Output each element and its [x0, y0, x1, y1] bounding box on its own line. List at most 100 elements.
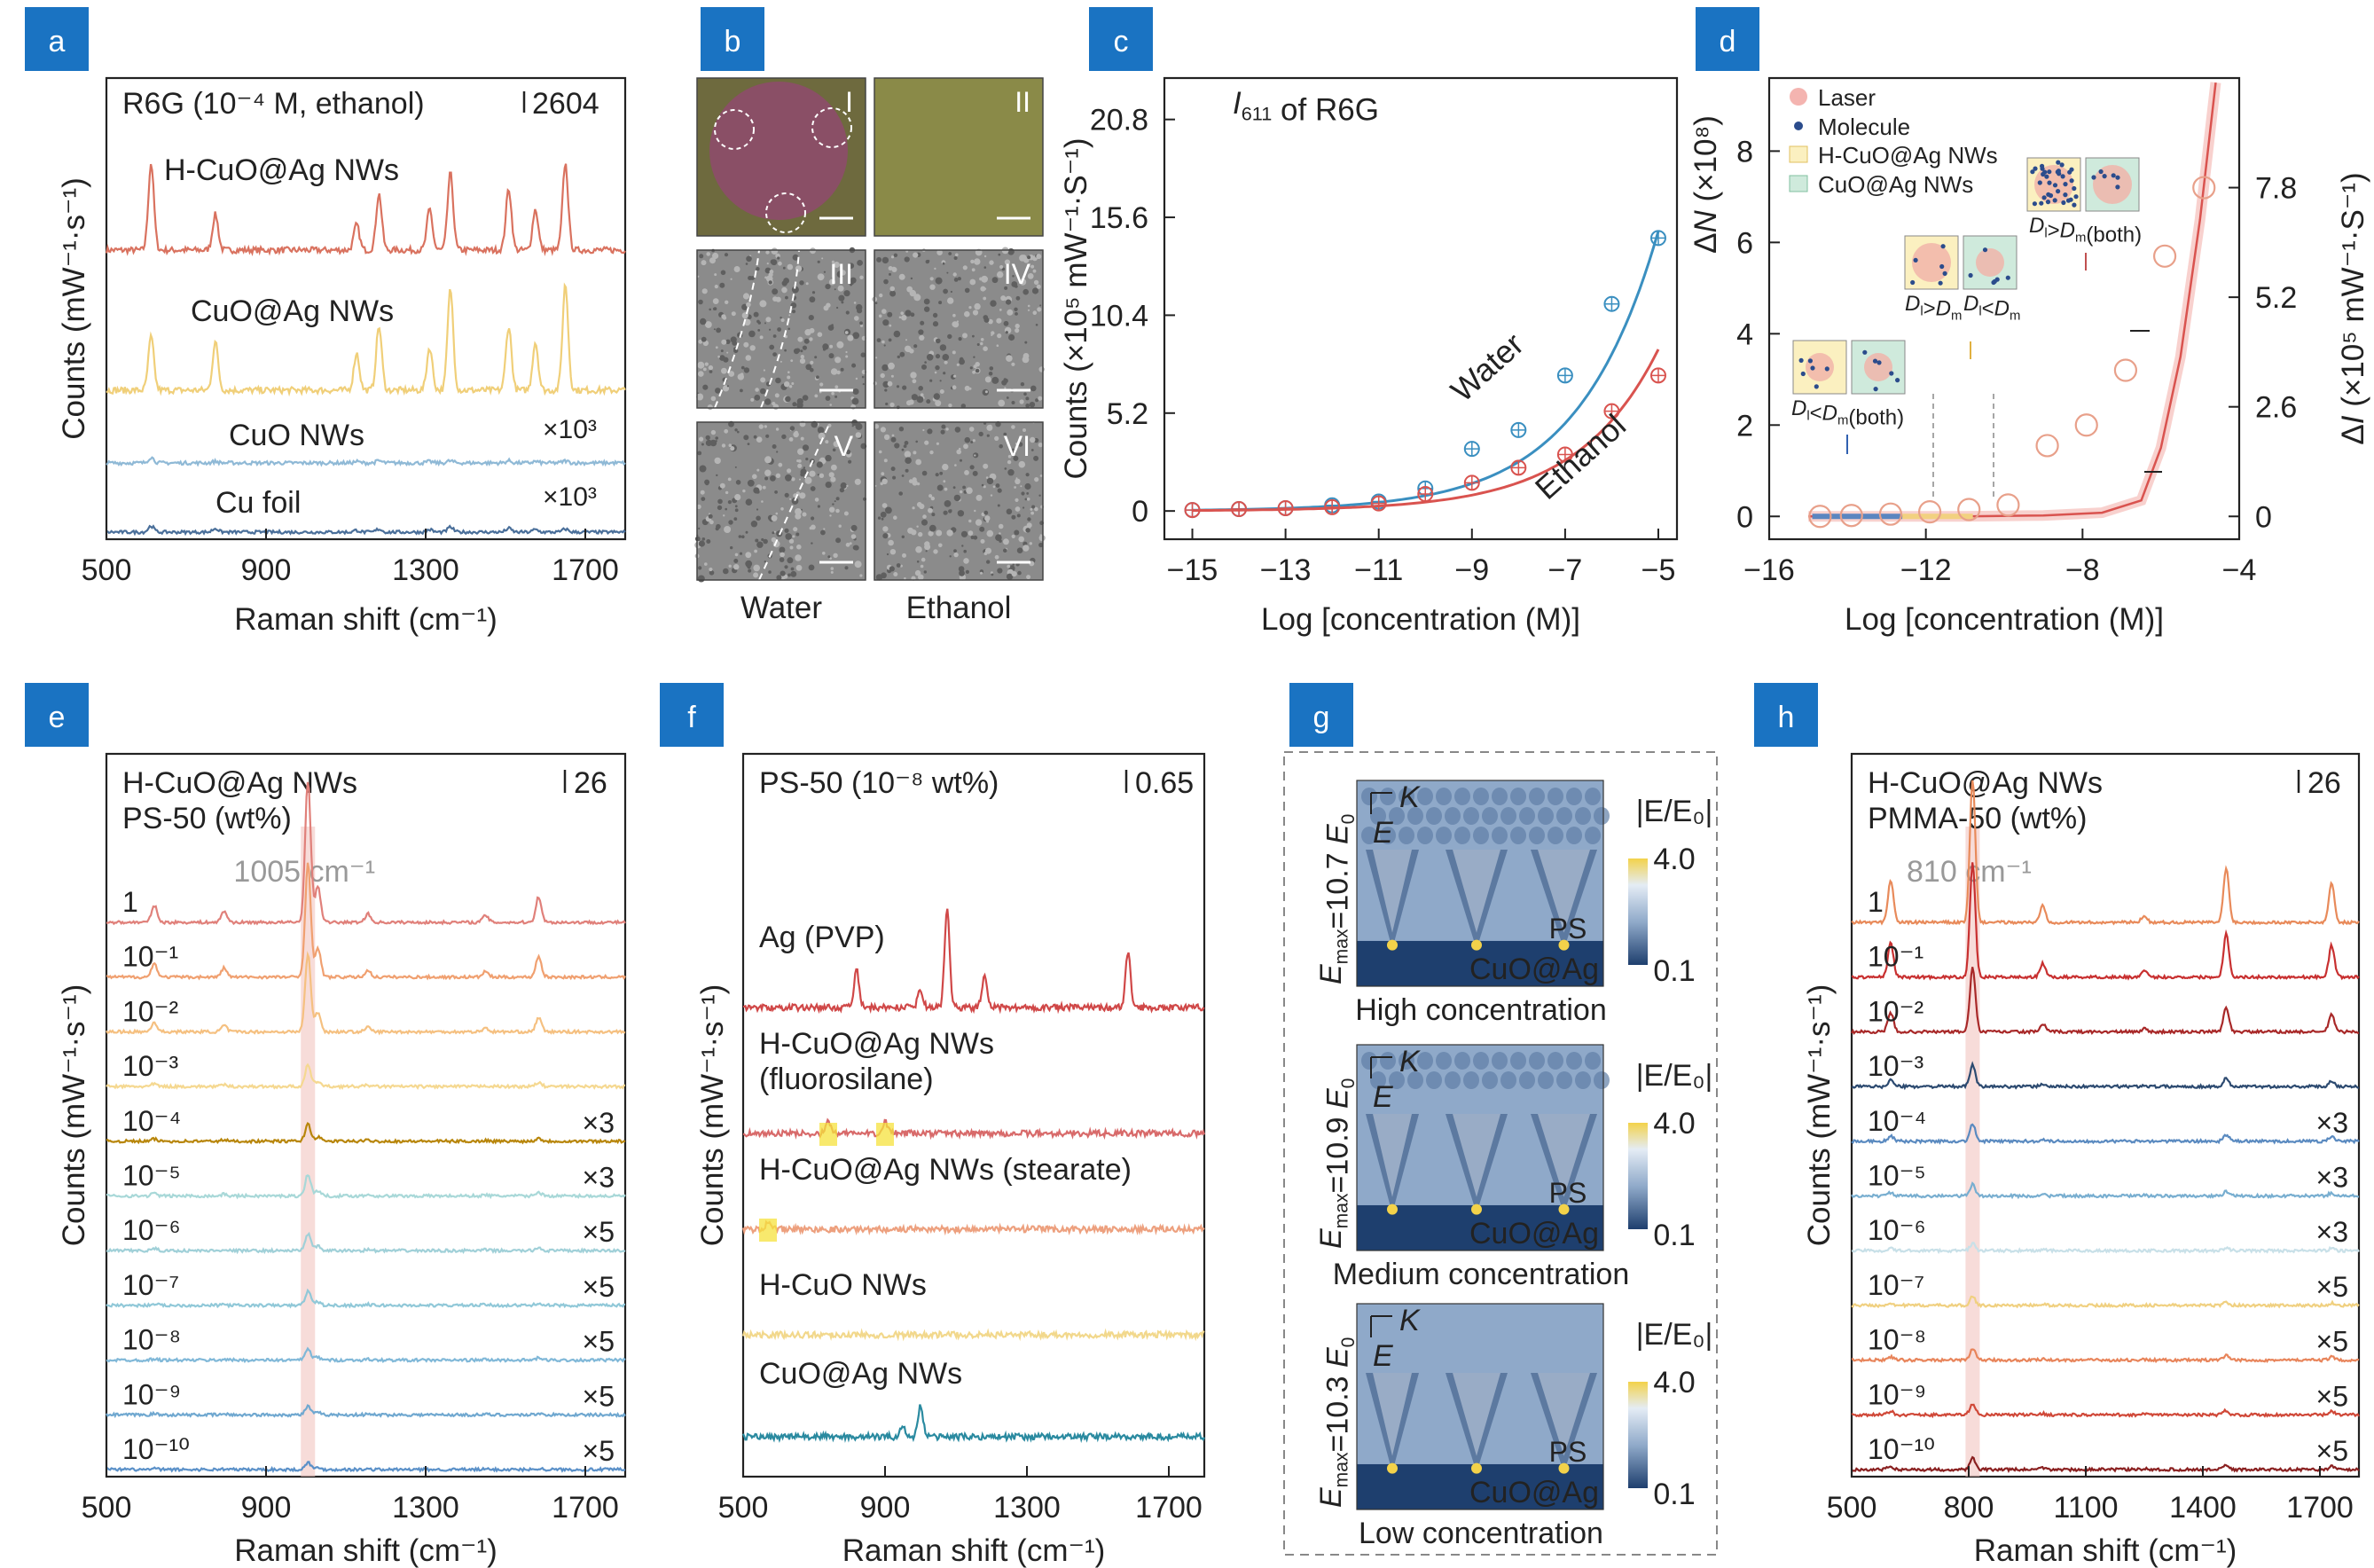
panel-f-series-label: H-CuO@Ag NWs (stearate)	[759, 1153, 1132, 1187]
panel-g-map: KE PS CuO@Ag	[1356, 1044, 1610, 1251]
texture-dot	[924, 306, 930, 312]
texture-dot	[839, 487, 845, 493]
text-part: E	[1320, 1347, 1354, 1368]
texture-dot	[772, 444, 777, 449]
texture-dot	[979, 277, 983, 281]
texture-dot	[832, 448, 836, 452]
texture-dot	[804, 476, 812, 484]
texture-dot	[731, 311, 736, 317]
texture-dot	[850, 436, 853, 439]
panel-b-tile: II	[874, 77, 1044, 237]
texture-dot	[878, 450, 882, 454]
texture-dot	[920, 393, 924, 397]
texture-dot	[979, 526, 985, 532]
texture-dot	[748, 276, 753, 280]
texture-dot	[1027, 273, 1034, 279]
texture-dot	[892, 475, 897, 480]
texture-dot	[845, 542, 850, 547]
texture-dot	[742, 489, 746, 493]
texture-dot	[945, 427, 949, 431]
panel-c-ytick-label: 20.8	[1090, 104, 1148, 137]
texture-dot	[850, 534, 857, 539]
texture-dot	[829, 557, 832, 560]
panel-b-tile: IV	[872, 247, 1045, 410]
texture-dot	[989, 366, 994, 371]
tile-frame	[874, 249, 1044, 409]
texture-dot	[835, 508, 840, 514]
texture-dot	[776, 575, 782, 581]
texture-dot	[928, 530, 934, 537]
texture-dot	[983, 296, 987, 301]
texture-dot	[927, 259, 930, 263]
panel-f-highlight	[819, 1123, 837, 1146]
texture-dot	[960, 490, 963, 494]
texture-dot	[916, 482, 921, 486]
laser-spot	[1912, 243, 1951, 282]
molecule-dot	[2030, 169, 2035, 175]
texture-dot	[883, 459, 888, 463]
panel-d-point	[2152, 244, 2177, 268]
texture-dot	[889, 290, 897, 297]
texture-dot	[1035, 398, 1039, 403]
texture-dot	[851, 397, 859, 405]
wedge-inner	[1373, 1373, 1412, 1456]
panel-f-series-label: Ag (PVP)	[759, 921, 885, 954]
panel-f-series-label: H-CuO NWs	[759, 1268, 927, 1302]
texture-dot	[991, 573, 994, 576]
texture-dot	[902, 553, 906, 558]
panel-d-point	[2113, 358, 2138, 382]
molecule-dot	[2032, 201, 2037, 207]
texture-dot	[890, 436, 897, 443]
texture-dot	[1003, 432, 1007, 436]
panel-e-spectrum	[106, 1461, 626, 1473]
texture-dot	[791, 477, 795, 482]
hotspot	[1558, 939, 1570, 951]
molecule-shadow	[1389, 1071, 1405, 1089]
texture-dot	[980, 338, 984, 341]
texture-dot	[974, 454, 976, 457]
panel-c-ylabel: Counts (×10⁵ mW⁻¹·S⁻¹)	[1059, 138, 1093, 480]
ps-label: PS	[1549, 1177, 1587, 1209]
texture-dot	[918, 574, 924, 581]
texture-dot	[829, 506, 835, 513]
texture-dot	[710, 396, 717, 402]
texture-dot	[1011, 362, 1015, 366]
texture-dot	[1039, 304, 1042, 307]
texture-dot	[943, 288, 948, 294]
boundary-line	[760, 249, 800, 409]
texture-dot	[952, 350, 956, 355]
texture-dot	[947, 333, 952, 340]
texture-dot	[1031, 287, 1039, 294]
panel-f-x-tick-label: 1300	[993, 1491, 1061, 1525]
texture-dot	[968, 427, 975, 432]
texture-dot	[822, 552, 826, 555]
text-part: E	[1320, 824, 1354, 844]
texture-dot	[730, 446, 735, 451]
texture-dot	[705, 435, 710, 441]
text-part: <	[1982, 296, 1994, 320]
texture-dot	[1007, 469, 1015, 476]
molecule-dot	[1938, 280, 1943, 286]
texture-dot	[1015, 478, 1021, 484]
text-part: l	[1920, 304, 1923, 318]
text-part: 0	[1338, 814, 1359, 825]
texture-dot	[983, 315, 989, 320]
texture-dot	[825, 396, 831, 401]
texture-dot	[1004, 387, 1007, 389]
hotspot	[1471, 939, 1482, 951]
texture-dot	[726, 351, 729, 354]
panel-e-multiplier: ×5	[583, 1271, 615, 1303]
texture-dot	[748, 568, 752, 573]
texture-dot	[974, 509, 976, 513]
texture-dot	[746, 255, 752, 263]
texture-dot	[698, 299, 703, 305]
texture-dot	[730, 545, 733, 550]
text-part: max	[1331, 929, 1352, 964]
texture-dot	[956, 449, 961, 455]
texture-dot	[996, 344, 999, 348]
panel-d-xlabel: Log [concentration (M)]	[1845, 602, 2164, 637]
texture-dot	[701, 288, 708, 294]
molecule-shadow	[1538, 1071, 1554, 1089]
texture-dot	[948, 404, 952, 408]
panel-f-spectrum	[741, 1219, 1205, 1236]
